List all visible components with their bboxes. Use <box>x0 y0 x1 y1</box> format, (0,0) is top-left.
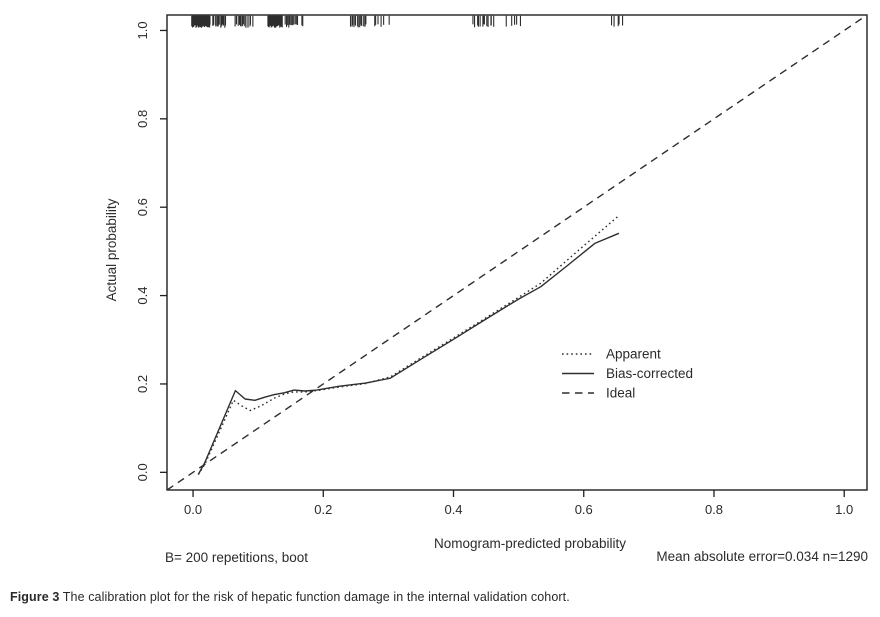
y-axis-label: Actual probability <box>104 198 119 301</box>
x-tick-label: 0.4 <box>444 502 462 517</box>
legend-label: Bias-corrected <box>606 366 693 381</box>
x-axis-ticks: 0.0 0.2 0.4 0.6 0.8 1.0 <box>184 490 853 517</box>
series-lines <box>166 14 868 491</box>
x-axis-label: Nomogram-predicted probability <box>434 536 626 551</box>
x-tick-label: 0.0 <box>184 502 202 517</box>
legend-label: Ideal <box>606 386 635 401</box>
x-tick-label: 0.6 <box>575 502 593 517</box>
series-line-bias-corrected <box>197 232 620 475</box>
series-line-ideal <box>166 14 868 491</box>
series-line-apparent <box>197 215 620 475</box>
legend: Apparent Bias-corrected Ideal <box>562 347 693 401</box>
calibration-plot: 0.0 0.2 0.4 0.6 0.8 1.0 0.0 0.2 0.4 0.6 0.8 1.0 Ap… <box>104 14 868 565</box>
y-tick-label: 0.6 <box>135 198 150 216</box>
rug-marks <box>191 15 624 28</box>
y-tick-label: 0.8 <box>135 110 150 128</box>
x-tick-label: 0.8 <box>705 502 723 517</box>
y-tick-label: 1.0 <box>135 21 150 39</box>
figure-caption-text: The calibration plot for the risk of hep… <box>62 590 570 604</box>
x-tick-label: 0.2 <box>314 502 332 517</box>
y-tick-label: 0.2 <box>135 375 150 393</box>
y-tick-label: 0.4 <box>135 287 150 305</box>
x-tick-label: 1.0 <box>835 502 853 517</box>
y-axis-ticks: 0.0 0.2 0.4 0.6 0.8 1.0 <box>135 21 167 481</box>
y-tick-label: 0.0 <box>135 463 150 481</box>
error-note: Mean absolute error=0.034 n=1290 <box>656 549 868 564</box>
figure-caption-label: Figure 3 <box>10 590 60 604</box>
bootstrap-note: B= 200 repetitions, boot <box>165 550 308 565</box>
figure-caption: Figure 3 The calibration plot for the ri… <box>10 590 870 604</box>
legend-label: Apparent <box>606 347 661 362</box>
plot-area <box>166 14 868 491</box>
